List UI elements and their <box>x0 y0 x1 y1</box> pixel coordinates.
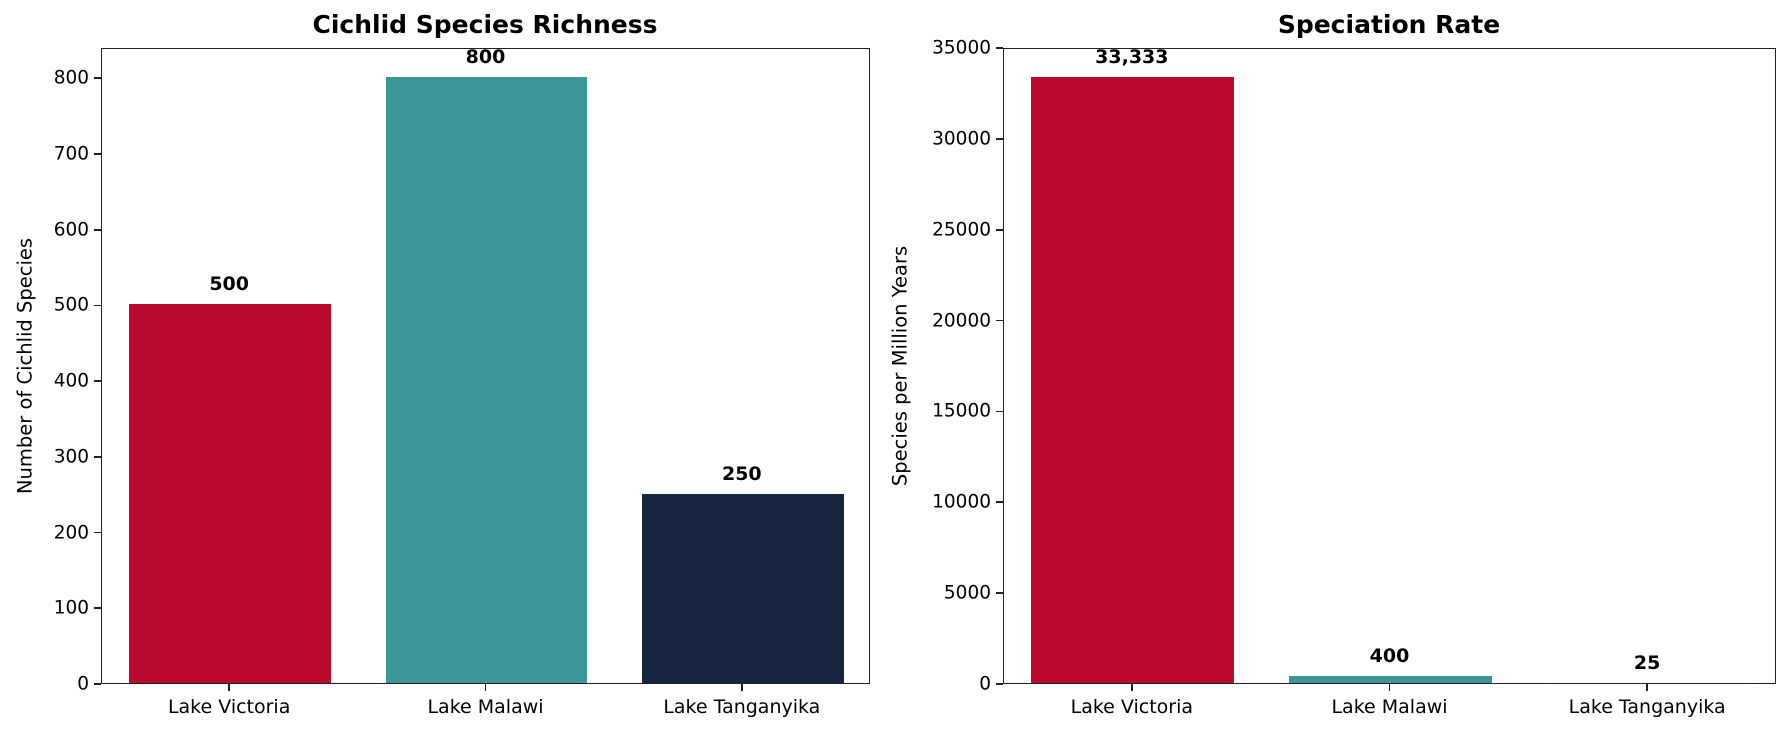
y-axis-label: Number of Cichlid Species <box>13 237 37 495</box>
speciation-rate-chart: Speciation Rate Species per Million Years… <box>888 0 1785 733</box>
y-tick-mark <box>94 683 101 685</box>
y-tick-mark <box>94 153 101 155</box>
y-tick-label: 800 <box>53 67 89 89</box>
x-tick-mark <box>1131 684 1133 691</box>
y-tick-mark <box>94 456 101 458</box>
bar-value-label: 800 <box>465 46 506 69</box>
y-tick-mark <box>996 319 1003 322</box>
y-tick-label: 15000 <box>932 400 991 422</box>
y-tick-mark <box>996 138 1003 140</box>
y-tick-label: 25000 <box>932 219 991 241</box>
bar-lake-tanganyika <box>641 493 844 683</box>
x-tick-mark <box>484 684 487 691</box>
x-tick-mark <box>1388 684 1391 691</box>
y-tick-label: 600 <box>53 219 89 241</box>
y-axis-label: Species per Million Years <box>888 245 912 487</box>
plot-area <box>101 48 870 684</box>
bar-value-label: 250 <box>721 462 762 485</box>
y-tick-mark <box>996 228 1003 231</box>
y-tick-label: 0 <box>77 673 89 695</box>
plot-area <box>1003 48 1776 684</box>
y-tick-mark <box>996 683 1003 685</box>
y-tick-mark <box>94 607 101 610</box>
x-tick-label: Lake Tanganyika <box>663 696 821 718</box>
y-tick-label: 5000 <box>943 582 991 604</box>
bar-lake-victoria <box>129 304 332 683</box>
x-tick-mark <box>1646 684 1648 691</box>
y-tick-label: 400 <box>53 370 89 392</box>
y-tick-label: 20000 <box>932 310 991 332</box>
chart-title: Cichlid Species Richness <box>312 10 658 39</box>
x-tick-label: Lake Victoria <box>167 696 291 718</box>
y-tick-label: 10000 <box>932 491 991 513</box>
bar-value-label: 400 <box>1369 644 1410 667</box>
x-tick-label: Lake Malawi <box>427 696 544 718</box>
y-tick-mark <box>996 410 1003 413</box>
bar-value-label: 500 <box>209 273 249 296</box>
y-tick-mark <box>996 47 1003 49</box>
y-tick-label: 100 <box>53 597 89 619</box>
x-tick-label: Lake Victoria <box>1070 696 1194 718</box>
y-tick-label: 35000 <box>932 37 991 59</box>
y-tick-label: 700 <box>53 143 89 165</box>
x-tick-mark <box>228 684 230 691</box>
x-tick-label: Lake Tanganyika <box>1568 696 1726 718</box>
y-tick-mark <box>94 228 101 231</box>
bar-lake-malawi <box>1288 675 1492 683</box>
y-tick-mark <box>996 592 1003 594</box>
y-tick-mark <box>94 304 101 307</box>
bar-value-label: 25 <box>1633 651 1661 674</box>
y-tick-label: 200 <box>53 522 89 544</box>
y-tick-mark <box>996 501 1003 504</box>
x-tick-label: Lake Malawi <box>1331 696 1448 718</box>
y-tick-label: 0 <box>979 673 991 695</box>
species-richness-chart: Cichlid Species Richness Number of Cichli… <box>0 0 890 733</box>
chart-title: Speciation Rate <box>1277 10 1501 39</box>
y-tick-label: 300 <box>53 446 89 468</box>
x-tick-mark <box>741 684 743 691</box>
y-tick-mark <box>94 77 101 80</box>
y-tick-label: 30000 <box>932 128 991 150</box>
y-tick-label: 500 <box>53 294 89 316</box>
bar-lake-malawi <box>385 77 588 683</box>
y-tick-mark <box>94 531 101 534</box>
bar-value-label: 33,333 <box>1095 46 1169 69</box>
y-tick-mark <box>94 380 101 382</box>
bar-lake-victoria <box>1031 77 1235 683</box>
